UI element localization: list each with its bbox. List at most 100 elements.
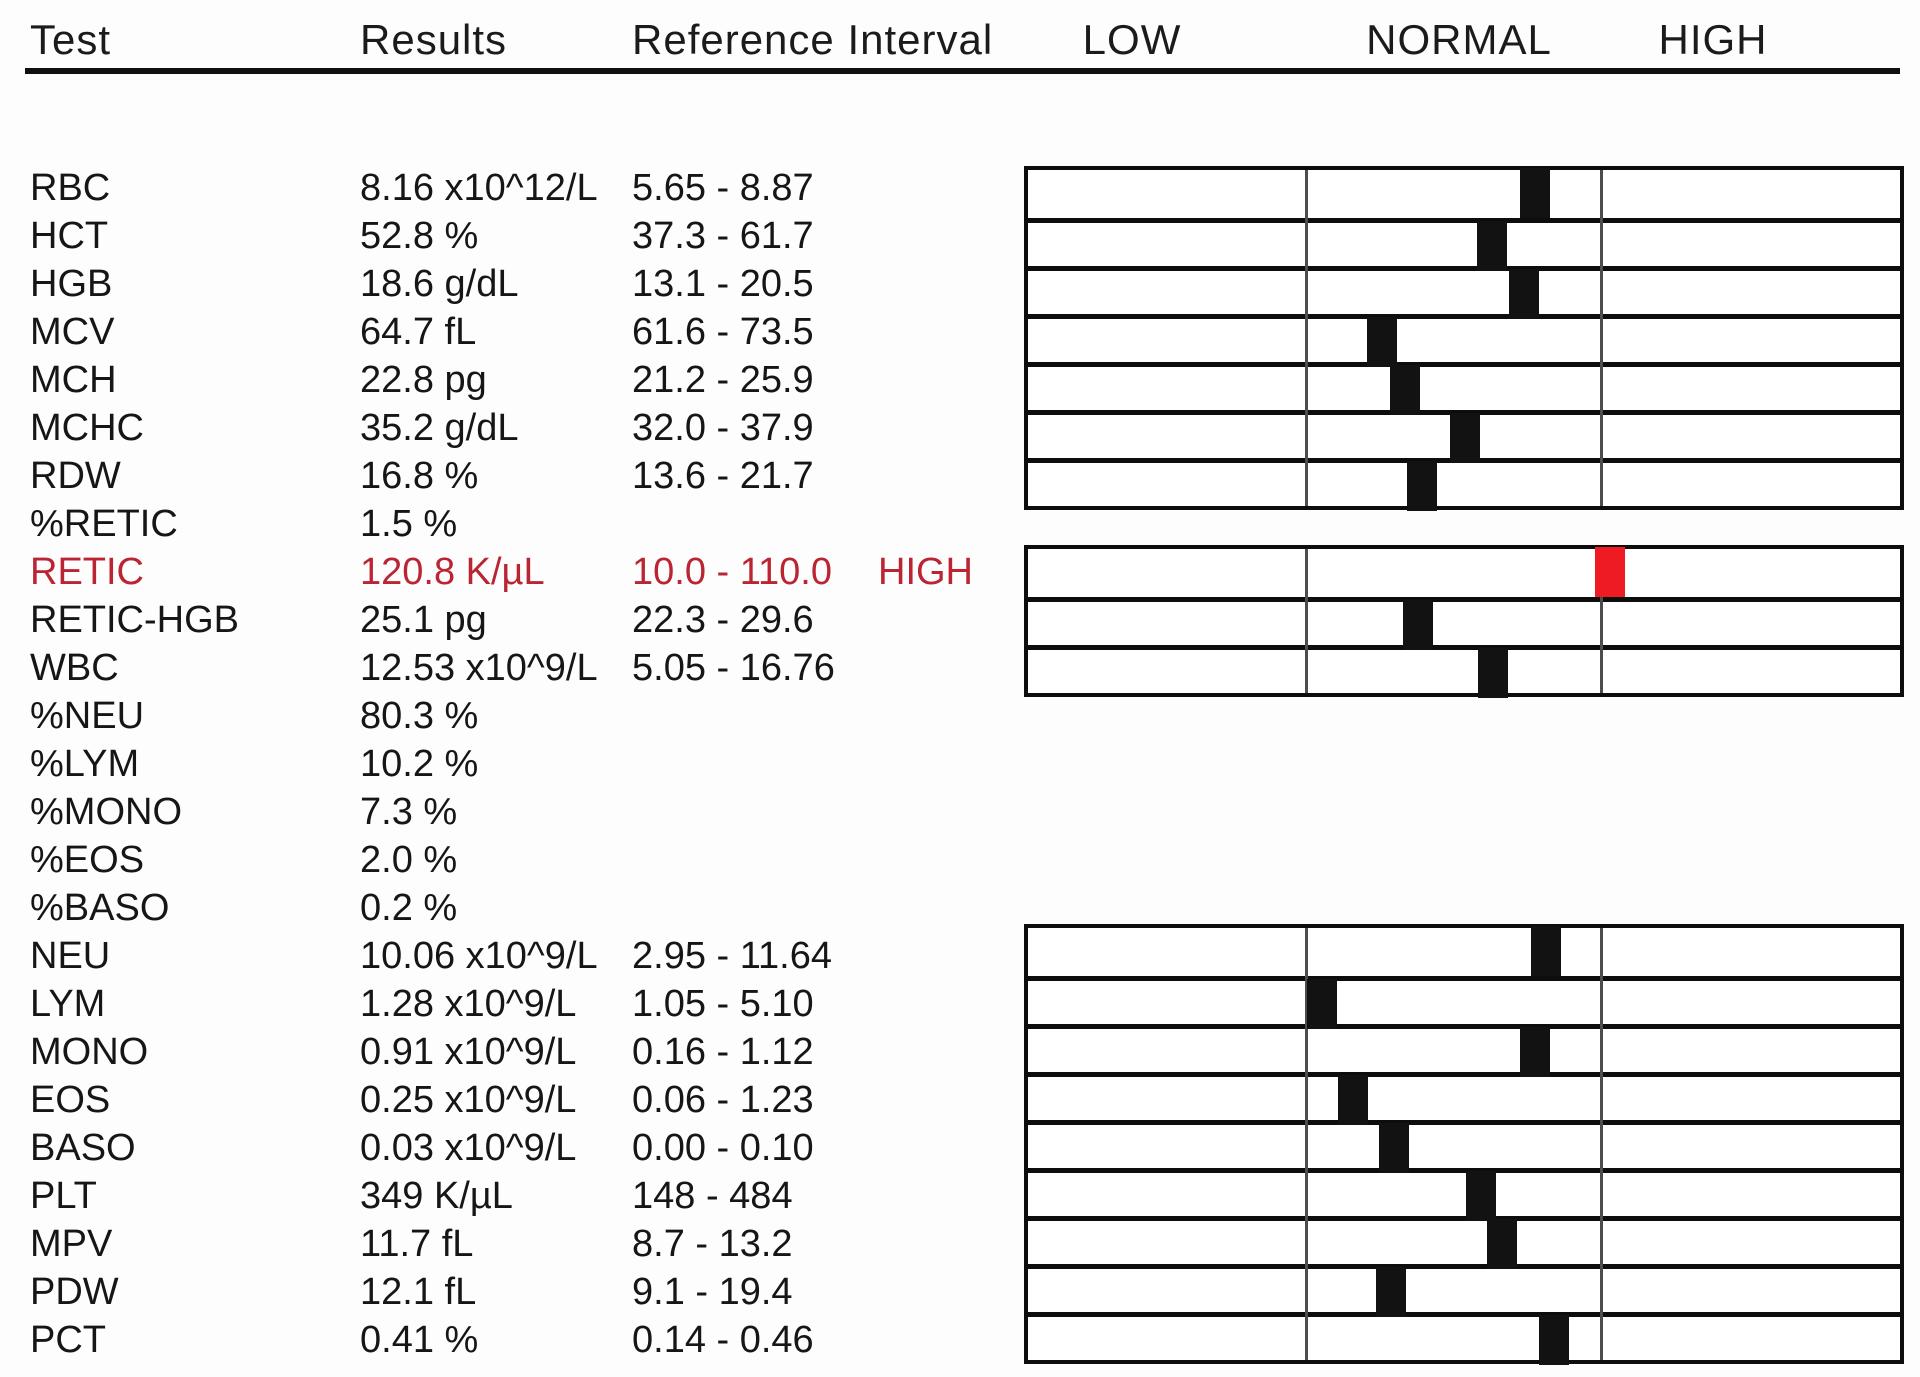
result-value: 7.3 % <box>360 791 458 833</box>
result-value: 0.91 x10^9/L <box>360 1031 577 1073</box>
normal-high-boundary <box>1600 170 1603 506</box>
range-row-plt <box>1028 1168 1900 1221</box>
test-row: %RETIC 1.5 % <box>0 500 1010 548</box>
test-name: %EOS <box>30 839 145 881</box>
result-marker <box>1595 547 1626 597</box>
test-name: %RETIC <box>30 503 178 545</box>
result-marker <box>1486 1219 1517 1269</box>
result-marker <box>1337 1075 1368 1125</box>
test-name: NEU <box>30 935 111 977</box>
reference-interval: 5.05 - 16.76 <box>632 647 835 689</box>
range-row-hct <box>1028 218 1900 271</box>
test-row: PDW 12.1 fL 9.1 - 19.4 <box>0 1268 1010 1316</box>
range-chart-group-1 <box>1024 166 1904 511</box>
result-value: 0.25 x10^9/L <box>360 1079 577 1121</box>
reference-interval: 148 - 484 <box>632 1175 793 1217</box>
range-row-mchc <box>1028 410 1900 463</box>
result-value: 2.0 % <box>360 839 458 881</box>
test-row: PLT 349 K/µL 148 - 484 <box>0 1172 1010 1220</box>
normal-high-boundary <box>1600 928 1603 1360</box>
column-header-high: HIGH <box>1658 16 1768 63</box>
test-name: MCHC <box>30 407 144 449</box>
result-value: 349 K/µL <box>360 1175 513 1217</box>
result-marker <box>1478 648 1509 698</box>
result-value: 64.7 fL <box>360 311 477 353</box>
test-name: WBC <box>30 647 119 689</box>
test-row: MCV 64.7 fL 61.6 - 73.5 <box>0 308 1010 356</box>
test-name: PDW <box>30 1271 119 1313</box>
test-name: MPV <box>30 1223 113 1265</box>
reference-interval: 5.65 - 8.87 <box>632 167 814 209</box>
result-value: 8.16 x10^12/L <box>360 167 598 209</box>
range-row-mch <box>1028 362 1900 415</box>
result-marker <box>1509 269 1540 319</box>
result-value: 10.2 % <box>360 743 479 785</box>
test-name: RBC <box>30 167 111 209</box>
column-header-normal: NORMAL <box>1366 16 1552 63</box>
test-name: MONO <box>30 1031 149 1073</box>
result-value: 12.53 x10^9/L <box>360 647 598 689</box>
range-row-mpv <box>1028 1216 1900 1269</box>
result-value: 1.5 % <box>360 503 458 545</box>
reference-interval: 1.05 - 5.10 <box>632 983 814 1025</box>
test-row: MCH 22.8 pg 21.2 - 25.9 <box>0 356 1010 404</box>
reference-interval: 8.7 - 13.2 <box>632 1223 793 1265</box>
range-row-rbc <box>1028 168 1900 218</box>
result-marker <box>1366 317 1397 367</box>
test-row: MCHC 35.2 g/dL 32.0 - 37.9 <box>0 404 1010 452</box>
header-divider-rule <box>25 68 1900 74</box>
result-value: 52.8 % <box>360 215 479 257</box>
test-row: RETIC-HGB 25.1 pg 22.3 - 29.6 <box>0 596 1010 644</box>
result-marker <box>1466 1171 1497 1221</box>
reference-interval: 2.95 - 11.64 <box>632 935 833 977</box>
column-header-reference: Reference Interval <box>632 16 994 63</box>
range-row-eos <box>1028 1072 1900 1125</box>
reference-interval: 0.06 - 1.23 <box>632 1079 814 1121</box>
result-value: 16.8 % <box>360 455 479 497</box>
result-marker <box>1450 413 1480 463</box>
result-value: 0.41 % <box>360 1319 479 1361</box>
test-name: PCT <box>30 1319 106 1361</box>
reference-interval: 61.6 - 73.5 <box>632 311 814 353</box>
test-name: PLT <box>30 1175 97 1217</box>
result-value: 1.28 x10^9/L <box>360 983 577 1025</box>
test-row: HCT 52.8 % 37.3 - 61.7 <box>0 212 1010 260</box>
test-name: MCV <box>30 311 115 353</box>
result-value: 80.3 % <box>360 695 479 737</box>
test-name: HCT <box>30 215 109 257</box>
test-row: RDW 16.8 % 13.6 - 21.7 <box>0 452 1010 500</box>
result-marker <box>1375 1267 1406 1317</box>
test-row: MPV 11.7 fL 8.7 - 13.2 <box>0 1220 1010 1268</box>
test-row: %NEU 80.3 % <box>0 692 1010 740</box>
result-value: 120.8 K/µL <box>360 551 545 593</box>
result-value: 18.6 g/dL <box>360 263 519 305</box>
test-name: RDW <box>30 455 121 497</box>
range-row-lym <box>1028 976 1900 1029</box>
range-row-retic <box>1028 547 1900 597</box>
result-value: 0.03 x10^9/L <box>360 1127 577 1169</box>
range-row-neu <box>1028 926 1900 976</box>
test-row: LYM 1.28 x10^9/L 1.05 - 5.10 <box>0 980 1010 1028</box>
reference-interval: 0.14 - 0.46 <box>632 1319 814 1361</box>
normal-high-boundary <box>1600 549 1603 693</box>
test-row: %LYM 10.2 % <box>0 740 1010 788</box>
test-name: RETIC-HGB <box>30 599 239 641</box>
test-name: %NEU <box>30 695 145 737</box>
result-marker <box>1306 979 1337 1029</box>
result-marker <box>1531 926 1562 976</box>
result-marker <box>1403 600 1434 650</box>
test-row: %EOS 2.0 % <box>0 836 1010 884</box>
test-name: EOS <box>30 1079 111 1121</box>
range-row-retic-hgb <box>1028 597 1900 650</box>
range-row-wbc <box>1028 645 1900 698</box>
test-row: %BASO 0.2 % <box>0 884 1010 932</box>
result-value: 25.1 pg <box>360 599 487 641</box>
reference-interval: 32.0 - 37.9 <box>632 407 814 449</box>
column-header-test: Test <box>30 16 112 63</box>
reference-interval: 10.0 - 110.0 <box>632 551 833 593</box>
test-row: RETIC 120.8 K/µL 10.0 - 110.0 HIGH <box>0 548 1010 596</box>
range-row-hgb <box>1028 266 1900 319</box>
test-row: NEU 10.06 x10^9/L 2.95 - 11.64 <box>0 932 1010 980</box>
result-marker <box>1406 461 1437 511</box>
result-value: 11.7 fL <box>360 1223 474 1265</box>
